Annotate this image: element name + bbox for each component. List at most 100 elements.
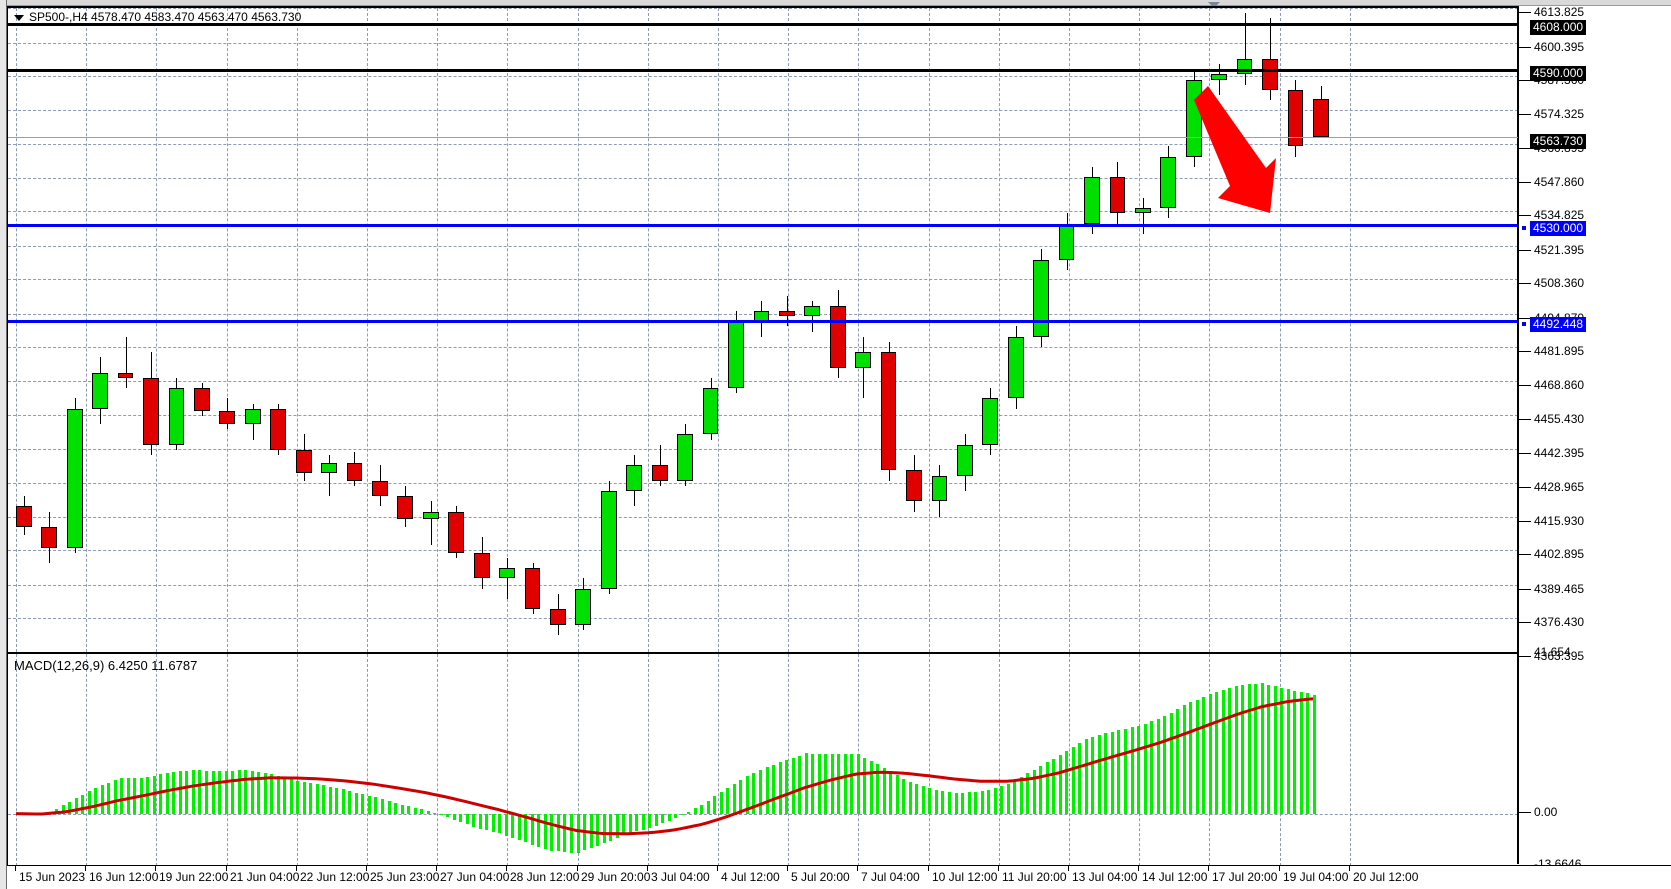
candle-body xyxy=(1262,58,1278,90)
macd-histogram-bar xyxy=(531,813,534,845)
candle-body xyxy=(92,372,109,409)
candle-body xyxy=(651,465,668,481)
macd-histogram-bar xyxy=(642,813,645,830)
macd-histogram-bar xyxy=(857,754,860,814)
time-axis-label: 27 Jun 04:00 xyxy=(440,870,510,884)
level-handle[interactable] xyxy=(1521,321,1527,328)
price-axis-label: 4600.395 xyxy=(1534,39,1585,54)
macd-histogram-bar xyxy=(1072,746,1075,814)
grid-line-vertical xyxy=(507,8,508,652)
candle-body xyxy=(702,388,719,435)
macd-histogram-bar xyxy=(466,813,469,825)
grid-line-horizontal xyxy=(8,279,1518,281)
price-axis-label: 4468.860 xyxy=(1534,377,1585,392)
price-badge-level-line[interactable]: 4608.000 xyxy=(1530,19,1587,35)
macd-histogram-bar xyxy=(746,776,749,814)
macd-histogram-bar xyxy=(1209,694,1212,814)
price-axis-label: 4534.825 xyxy=(1534,208,1585,223)
price-level-line-resistance[interactable] xyxy=(8,22,1518,26)
macd-histogram-bar xyxy=(94,787,97,814)
time-tick xyxy=(647,866,648,871)
axis-tick xyxy=(1519,419,1531,421)
macd-histogram-bar xyxy=(974,791,977,814)
macd-histogram-bar xyxy=(427,810,430,814)
macd-histogram-bar xyxy=(114,780,117,814)
price-level-line-resistance[interactable] xyxy=(8,69,1518,73)
macd-histogram-bar xyxy=(518,813,521,841)
time-tick xyxy=(296,866,297,871)
axis-tick xyxy=(1519,215,1531,217)
macd-histogram-bar xyxy=(361,794,364,814)
time-axis-label: 19 Jun 22:00 xyxy=(159,870,229,884)
macd-histogram-bar xyxy=(635,813,638,832)
candle-body xyxy=(626,465,643,491)
macd-histogram-bar xyxy=(225,770,228,814)
price-level-line-support[interactable] xyxy=(8,223,1518,227)
macd-histogram-bar xyxy=(485,813,488,831)
macd-histogram-bar xyxy=(674,813,677,818)
price-badge-level-line[interactable]: 4530.000 xyxy=(1530,220,1587,236)
time-axis[interactable]: 15 Jun 2023 16 Jun 12:00 19 Jun 22:00 21 Ju… xyxy=(7,865,1671,889)
grid-line-vertical xyxy=(227,654,228,866)
grid-line-vertical xyxy=(1139,8,1140,652)
time-axis-label: 3 Jul 04:00 xyxy=(651,870,710,884)
grid-line-vertical xyxy=(156,8,157,652)
grid-line-horizontal xyxy=(8,618,1518,620)
macd-histogram-bar xyxy=(218,770,221,814)
candle-body xyxy=(1058,223,1075,260)
candle-body xyxy=(1313,98,1329,137)
macd-histogram-bar xyxy=(1052,758,1055,814)
level-handle[interactable] xyxy=(1521,224,1527,231)
grid-line-horizontal xyxy=(8,347,1518,349)
grid-line-horizontal xyxy=(8,380,1518,382)
macd-histogram-bar xyxy=(694,808,697,814)
macd-histogram-bar xyxy=(479,813,482,829)
axis-tick xyxy=(1519,811,1531,813)
macd-histogram-bar xyxy=(414,807,417,814)
macd-indicator-pane[interactable]: MACD(12,26,9) 6.4250 11.6787 xyxy=(7,652,1518,867)
macd-histogram-bar xyxy=(941,790,944,814)
macd-histogram-bar xyxy=(655,813,658,826)
candle-body xyxy=(372,480,388,497)
macd-histogram-bar xyxy=(107,782,110,814)
macd-histogram-bar xyxy=(590,813,593,849)
macd-histogram-bar xyxy=(257,772,260,814)
grid-line-vertical xyxy=(718,8,719,652)
price-chart-pane[interactable]: SP500-,H4 4578.470 4583.470 4563.470 456… xyxy=(7,6,1518,654)
grid-line-vertical xyxy=(858,8,859,652)
price-badge-level-line[interactable]: 4590.000 xyxy=(1530,66,1587,82)
macd-histogram-bar xyxy=(270,774,273,814)
macd-histogram-bar xyxy=(166,772,169,814)
macd-histogram-bar xyxy=(557,813,560,852)
price-axis-label: 4508.360 xyxy=(1534,276,1585,291)
macd-histogram-bar xyxy=(726,787,729,814)
candle-body xyxy=(829,305,846,368)
grid-line-vertical xyxy=(156,654,157,866)
time-tick xyxy=(155,866,156,871)
price-badge-level-line[interactable]: 4492.448 xyxy=(1530,317,1587,333)
price-level-line-last-price[interactable] xyxy=(8,136,1518,138)
axis-tick xyxy=(1519,80,1531,82)
grid-line-horizontal xyxy=(8,245,1518,247)
collapse-triangle-icon[interactable] xyxy=(14,14,24,21)
price-axis[interactable]: 4613.8254600.3954587.3604574.3254560.895… xyxy=(1517,6,1671,870)
time-tick xyxy=(1349,866,1350,871)
grid-line-horizontal xyxy=(8,42,1518,44)
macd-histogram-bar xyxy=(818,753,821,814)
time-tick xyxy=(928,866,929,871)
price-pane-header: SP500-,H4 4578.470 4583.470 4563.470 456… xyxy=(14,10,301,24)
macd-histogram-bar xyxy=(668,813,671,821)
triangle-down-icon[interactable] xyxy=(1208,2,1220,8)
price-level-line-support[interactable] xyxy=(8,320,1518,324)
time-tick xyxy=(998,866,999,871)
candle-body xyxy=(778,310,795,317)
candle-wick xyxy=(126,336,127,389)
grid-line-vertical xyxy=(1350,8,1351,652)
macd-pane-header: MACD(12,26,9) 6.4250 11.6787 xyxy=(14,658,198,673)
axis-tick xyxy=(1519,46,1531,48)
macd-histogram-bar xyxy=(68,801,71,814)
macd-histogram-bar xyxy=(394,803,397,814)
price-badge-last-price[interactable]: 4563.730 xyxy=(1530,133,1587,149)
macd-histogram-bar xyxy=(720,792,723,814)
macd-histogram-bar xyxy=(401,804,404,814)
